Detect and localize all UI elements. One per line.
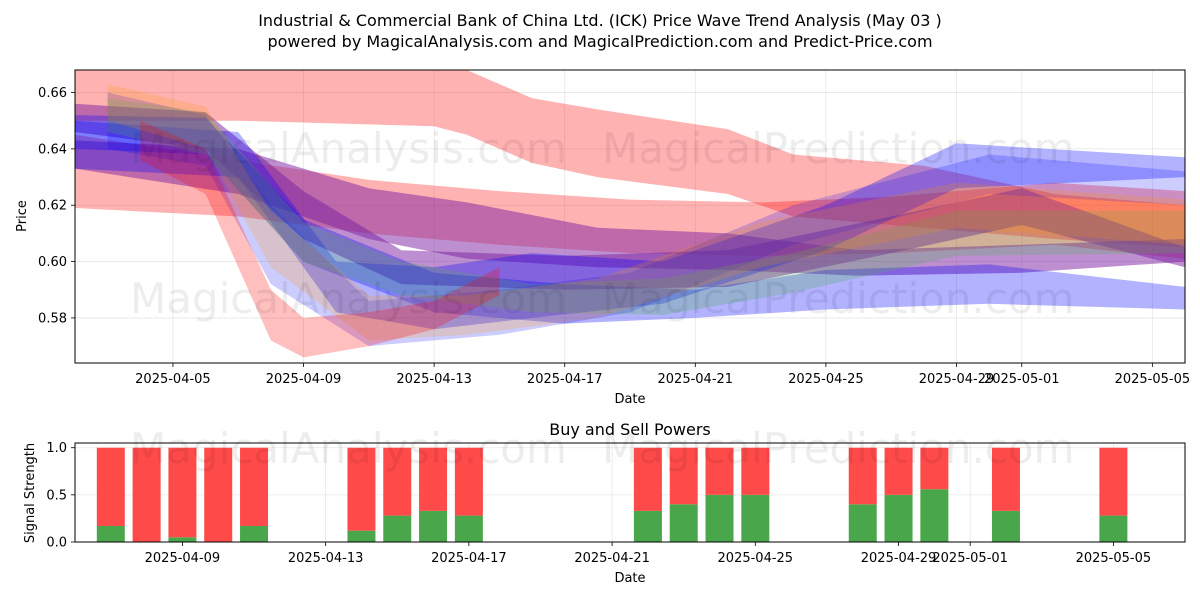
sell-bar	[96, 447, 125, 526]
sell-bar	[347, 447, 376, 531]
sub-y-tick-label: 1.0	[46, 441, 67, 456]
buy-bar	[96, 525, 125, 542]
sell-bar	[633, 447, 662, 511]
wave-band-red-upper	[75, 70, 1185, 248]
buy-bar	[884, 494, 913, 542]
signal-bars	[96, 447, 1128, 542]
sell-bar	[920, 447, 949, 490]
x-tick-label: 2025-04-17	[527, 372, 603, 387]
sell-bar	[168, 447, 197, 538]
buy-bar	[454, 515, 483, 542]
watermark-prediction-3: MagicalPrediction.com	[602, 424, 1075, 473]
wave-bands	[75, 70, 1185, 358]
buy-bar	[383, 515, 412, 542]
x-tick-label: 2025-04-09	[266, 372, 342, 387]
sell-bar	[884, 447, 913, 495]
sell-bar	[132, 447, 161, 542]
buy-bar	[168, 537, 197, 542]
sub-x-tick-label: 2025-04-17	[431, 551, 507, 566]
y-tick-label: 0.64	[38, 142, 67, 157]
x-tick-label: 2025-04-13	[396, 372, 472, 387]
watermark-analysis-3: MagicalAnalysis.com	[130, 424, 567, 473]
watermark-analysis-2: MagicalAnalysis.com	[130, 274, 567, 323]
y-tick-label: 0.66	[38, 86, 67, 101]
sell-bar	[240, 447, 269, 526]
sub-x-tick-label: 2025-04-25	[718, 551, 794, 566]
y-axis-ticks: 0.58 0.60 0.62 0.64 0.66	[38, 86, 75, 326]
sub-y-axis-label: Signal Strength	[23, 443, 38, 543]
sub-x-tick-label: 2025-04-29	[861, 551, 937, 566]
chart-title-line2: powered by MagicalAnalysis.com and Magic…	[267, 32, 932, 51]
y-tick-label: 0.62	[38, 199, 67, 214]
x-tick-label: 2025-04-29	[919, 372, 995, 387]
sell-bar	[669, 447, 698, 505]
buy-bar	[991, 510, 1020, 542]
x-tick-label: 2025-04-21	[658, 372, 734, 387]
x-axis-label: Date	[614, 392, 645, 407]
buy-bar	[741, 494, 770, 542]
band-group	[75, 70, 1185, 358]
wave-band-blue-1	[75, 115, 1185, 324]
sell-bar	[383, 447, 412, 516]
x-axis-ticks: 2025-04-05 2025-04-09 2025-04-13 2025-04-17…	[135, 363, 1190, 387]
buy-bar	[633, 510, 662, 542]
buy-bar	[848, 504, 877, 542]
sell-bar	[991, 447, 1020, 511]
buy-bar	[669, 504, 698, 542]
wave-band-orange-1	[107, 84, 1185, 341]
wave-band-blue-3	[107, 92, 1185, 347]
sub-y-tick-label: 0.0	[46, 536, 67, 551]
sub-x-tick-label: 2025-05-01	[932, 551, 1008, 566]
sub-x-axis-ticks: 2025-04-09 2025-04-13 2025-04-17 2025-04-21…	[145, 542, 1152, 566]
watermark-analysis-1: MagicalAnalysis.com	[130, 124, 567, 173]
sell-bar	[741, 447, 770, 495]
sub-y-tick-label: 0.5	[46, 488, 67, 503]
sell-bar	[454, 447, 483, 516]
subplot-frame	[74, 442, 1186, 543]
y-tick-label: 0.60	[38, 255, 67, 270]
watermark-prediction-2: MagicalPrediction.com	[602, 274, 1075, 323]
subchart-title: Buy and Sell Powers	[549, 420, 711, 439]
sub-x-axis-label: Date	[614, 571, 645, 586]
wave-band-green-1	[107, 98, 1185, 316]
sell-bar	[1099, 447, 1128, 516]
sub-x-tick-label: 2025-04-13	[288, 551, 364, 566]
buy-bar	[419, 510, 448, 542]
buy-bar	[705, 494, 734, 542]
wave-band-red-spike	[140, 120, 500, 358]
wave-band-blue-2	[75, 120, 1185, 330]
plot-frame	[74, 69, 1186, 364]
x-tick-label: 2025-05-01	[984, 372, 1060, 387]
buy-bar	[1099, 515, 1128, 542]
sub-y-axis-ticks: 0.0 0.5 1.0	[46, 441, 75, 551]
sub-x-tick-label: 2025-04-21	[574, 551, 650, 566]
buy-bar	[240, 525, 269, 542]
x-tick-label: 2025-05-05	[1115, 372, 1191, 387]
x-tick-label: 2025-04-25	[788, 372, 864, 387]
y-axis-label: Price	[15, 200, 30, 232]
watermark-prediction-1: MagicalPrediction.com	[602, 124, 1075, 173]
sell-bar	[204, 447, 233, 542]
sell-bar	[705, 447, 734, 495]
sell-bar	[419, 447, 448, 511]
buy-bar	[347, 530, 376, 542]
sub-x-tick-label: 2025-05-05	[1076, 551, 1152, 566]
x-tick-label: 2025-04-05	[135, 372, 211, 387]
sub-x-tick-label: 2025-04-09	[145, 551, 221, 566]
chart-title-line1: Industrial & Commercial Bank of China Lt…	[258, 11, 942, 30]
buy-bar	[920, 489, 949, 542]
y-tick-label: 0.58	[38, 311, 67, 326]
sell-bar	[848, 447, 877, 505]
price-wave-chart: MagicalAnalysis.com MagicalPrediction.co…	[15, 69, 1190, 407]
buy-sell-chart: Buy and Sell Powers MagicalAnalysis.com …	[23, 420, 1186, 586]
wave-band-purple-2	[75, 103, 1185, 290]
